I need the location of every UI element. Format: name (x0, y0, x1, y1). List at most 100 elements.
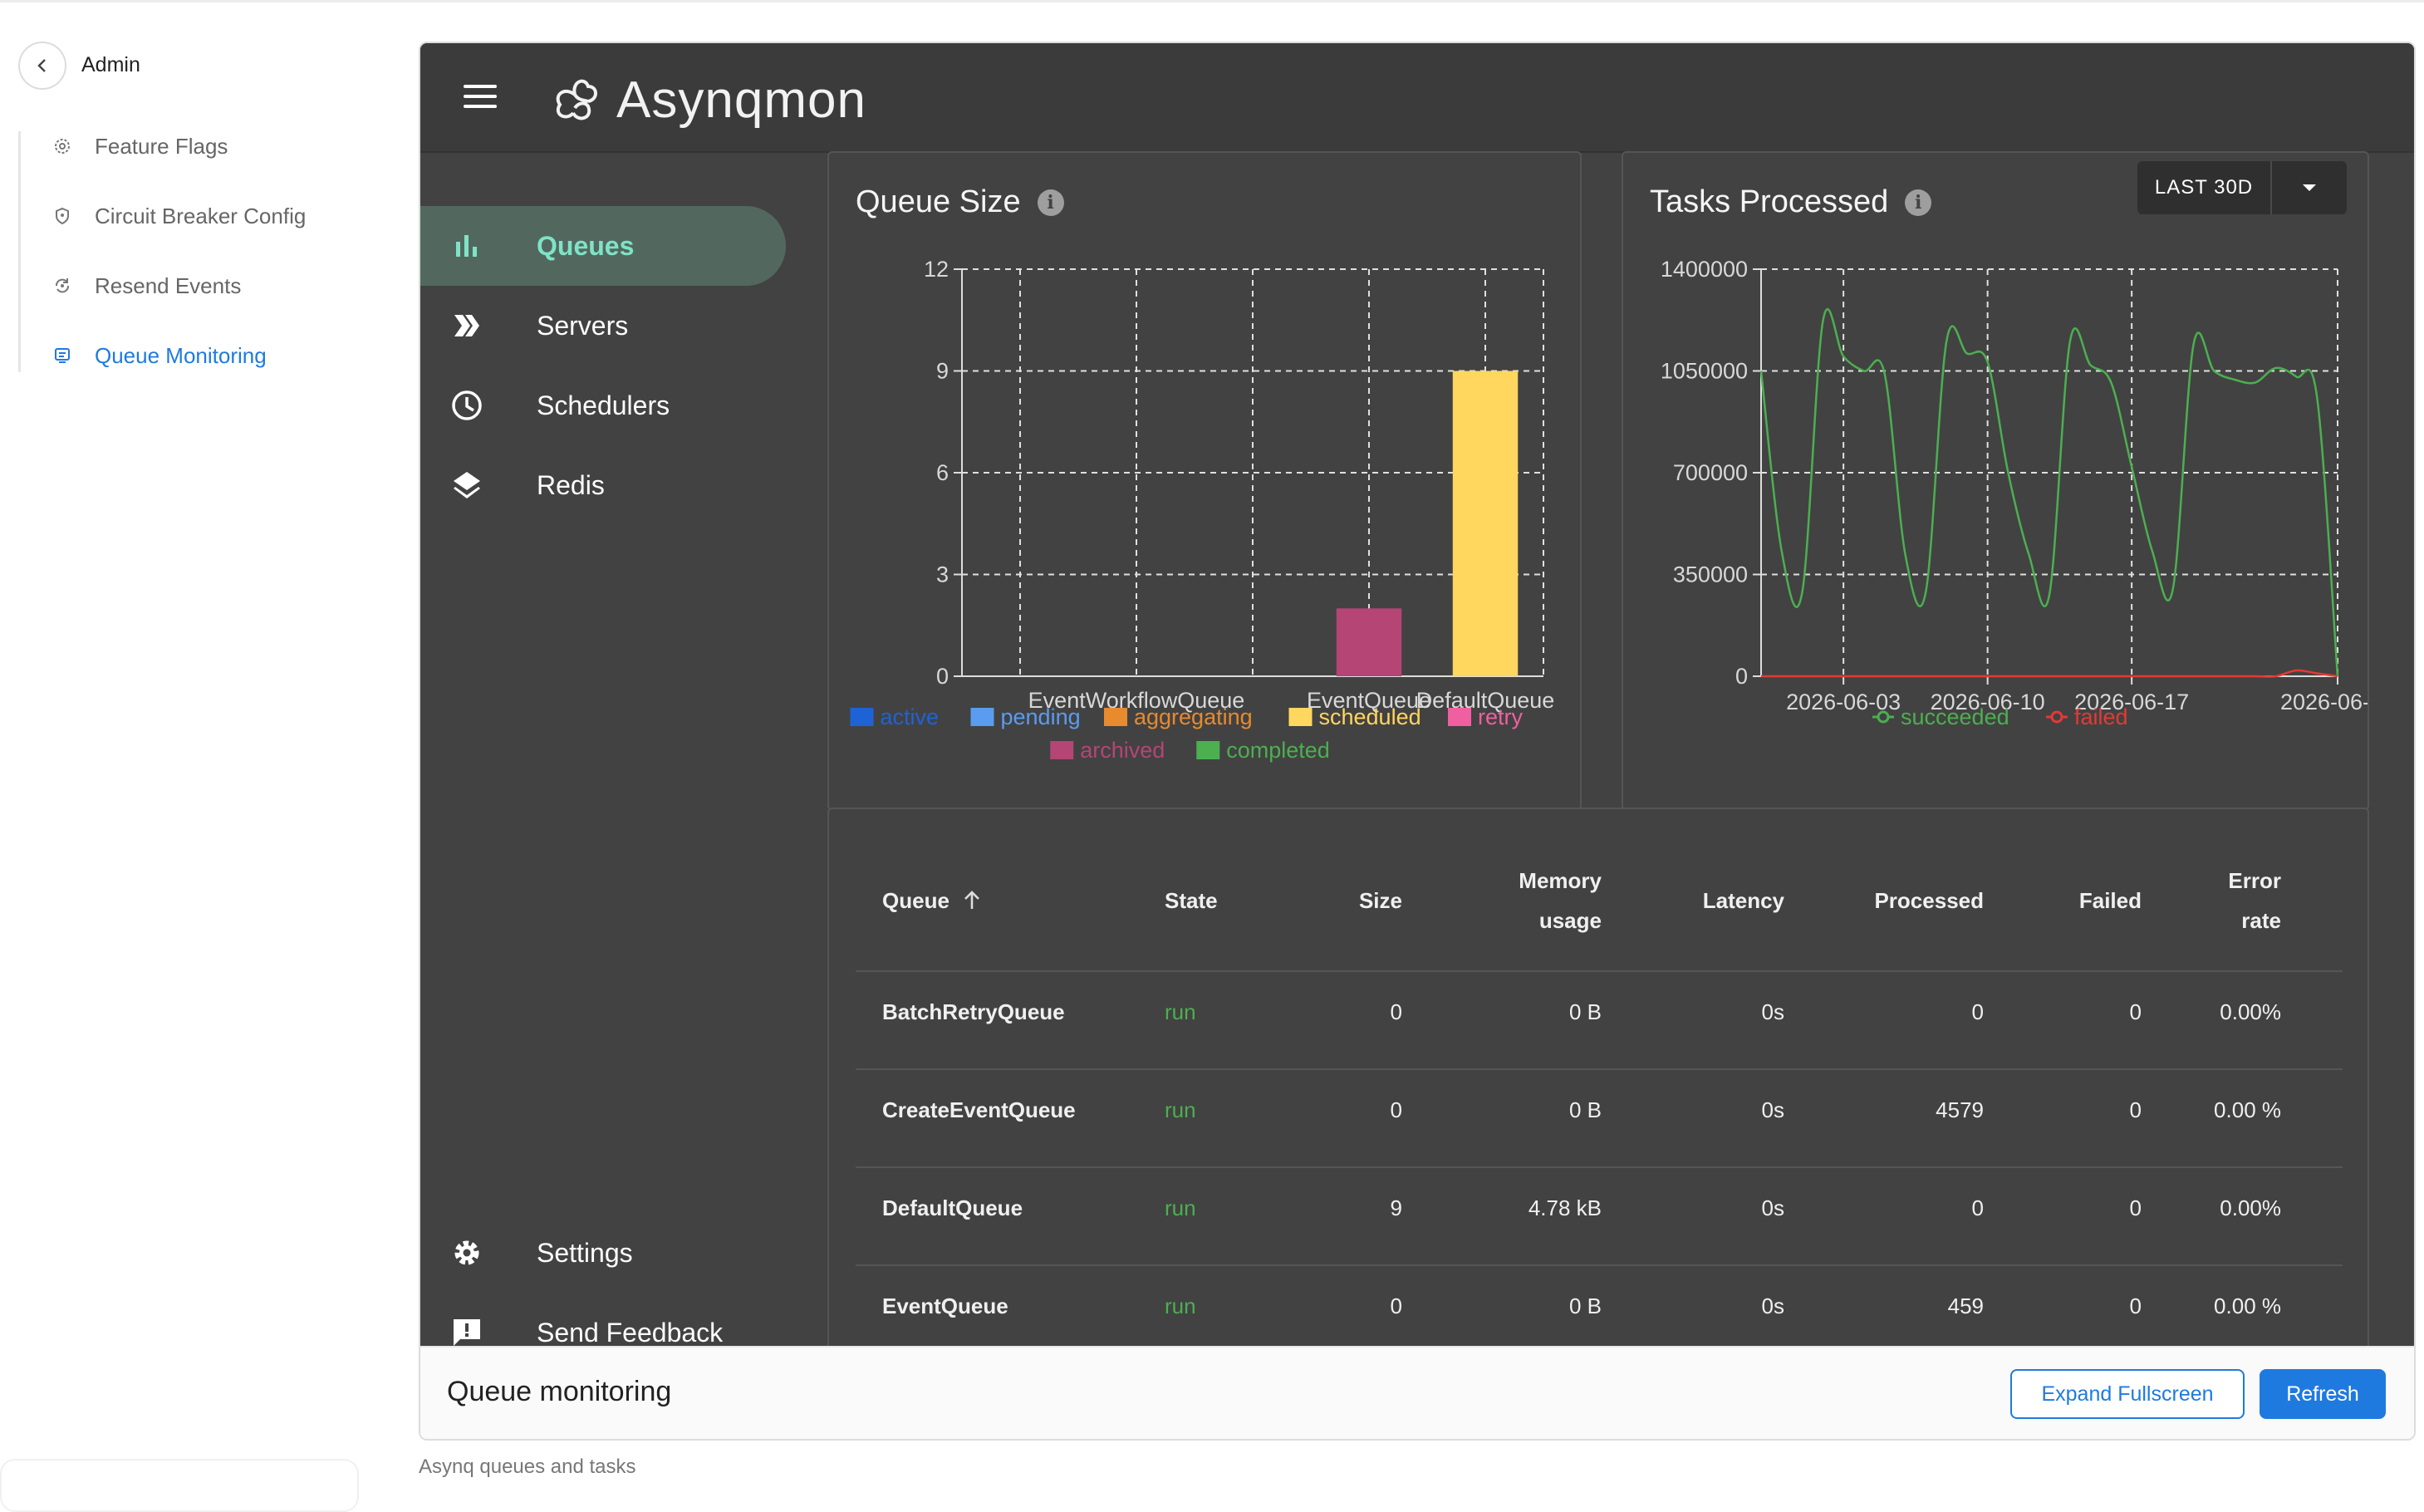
cell-queue-name[interactable]: EventQueue (882, 1294, 1008, 1318)
cell-memory: 0 B (1568, 1097, 1602, 1122)
shield-icon (50, 204, 75, 228)
nav-label: Settings (537, 1237, 633, 1268)
gear-icon (50, 134, 75, 159)
admin-item-queue-monitoring[interactable]: Queue Monitoring (50, 331, 267, 380)
column-header-label: Queue (882, 888, 949, 913)
nav-item-redis[interactable]: Redis (420, 445, 786, 525)
column-header-latency[interactable]: Latency (1702, 888, 1784, 913)
y-tick-label: 0 (1735, 664, 1748, 689)
refresh-icon (50, 273, 75, 298)
bar-archived (1336, 608, 1402, 676)
cell-queue-name[interactable]: CreateEventQueue (882, 1097, 1076, 1122)
button-divider (2270, 161, 2272, 214)
time-range-label: LAST 30D (2154, 176, 2254, 199)
column-header-queue[interactable]: Queue (882, 881, 984, 920)
nav-label: Schedulers (537, 390, 670, 420)
legend-label: retry (1478, 704, 1524, 729)
top-divider (0, 0, 2424, 2)
info-icon[interactable]: i (1037, 189, 1064, 216)
admin-item-feature-flags[interactable]: Feature Flags (50, 121, 228, 171)
legend-label: succeeded (1901, 704, 2009, 729)
nav-item-servers[interactable]: Servers (420, 286, 786, 366)
x-tick-label: EventQueue (1307, 688, 1431, 713)
cell-size: 0 (1390, 999, 1402, 1024)
cell-processed: 0 (1971, 999, 1984, 1024)
cell-error-rate: 0.00% (2220, 1195, 2281, 1220)
legend-swatch (1448, 708, 1471, 726)
admin-item-resend-events[interactable]: Resend Events (50, 261, 241, 311)
bar-chart-icon (449, 228, 485, 264)
tasks-processed-title-text: Tasks Processed (1650, 184, 1889, 219)
app-logo: Asynqmon (545, 68, 866, 131)
nav-item-settings[interactable]: Settings (420, 1213, 786, 1293)
queue-size-chart: 0 3 6 9 12 EventWorkflowQueue EventQueueDefaul… (850, 257, 1554, 763)
nav-item-send-feedback[interactable]: Send Feedback (420, 1293, 786, 1346)
cell-latency: 0s (1761, 1195, 1784, 1220)
admin-title: Admin (81, 53, 140, 76)
menu-icon[interactable] (464, 85, 497, 110)
time-range-selector[interactable]: LAST 30D (2137, 161, 2347, 214)
column-header-state[interactable]: State (1165, 888, 1218, 913)
double-chevron-icon (449, 307, 485, 344)
asynqmon-logo-icon (556, 79, 597, 120)
app-name: Asynqmon (616, 71, 866, 129)
admin-item-circuit-breaker-config[interactable]: Circuit Breaker Config (50, 191, 306, 241)
y-tick-label: 3 (936, 562, 949, 587)
column-header-memory-usage[interactable]: Memory usage (1469, 861, 1602, 940)
legend-swatch (1196, 741, 1220, 759)
row-divider (856, 1166, 2343, 1168)
column-header-line: Memory (1519, 868, 1602, 893)
column-header-failed[interactable]: Failed (2078, 888, 2142, 913)
refresh-button[interactable]: Refresh (2260, 1369, 2386, 1419)
back-button[interactable] (18, 42, 66, 90)
nav-label: Queues (537, 230, 635, 261)
x-tick-label: 2026-06-03 (1786, 690, 1901, 714)
queues-table: Queue State Size Memory usage Latency Pr… (827, 808, 2369, 1346)
caret-down-icon[interactable] (2272, 161, 2347, 214)
y-tick-label: 350000 (1673, 562, 1748, 587)
feedback-icon (449, 1314, 485, 1346)
monitor-icon (50, 343, 75, 368)
nav-item-schedulers[interactable]: Schedulers (420, 366, 786, 445)
column-header-processed[interactable]: Processed (1874, 888, 1984, 913)
expand-fullscreen-button[interactable]: Expand Fullscreen (2010, 1369, 2245, 1419)
legend-marker (1877, 710, 1890, 724)
series-line-succeeded (1759, 307, 2339, 677)
chevron-left-icon (37, 59, 46, 72)
cell-size: 0 (1390, 1294, 1402, 1318)
arrow-up-icon (964, 891, 980, 909)
cell-queue-name[interactable]: DefaultQueue (882, 1195, 1023, 1220)
clock-icon (449, 387, 485, 424)
cell-queue-name[interactable]: BatchRetryQueue (882, 999, 1065, 1024)
queue-size-title: Queue Size i (856, 184, 1064, 220)
settings-gear-icon (449, 1235, 485, 1271)
column-header-line: Error (2228, 868, 2281, 893)
column-header-size[interactable]: Size (1358, 888, 1402, 913)
legend-label: aggregating (1134, 704, 1253, 729)
column-header-error-rate[interactable]: Error rate (2175, 861, 2281, 940)
y-tick-label: 700000 (1673, 460, 1748, 485)
nav-item-queues[interactable]: Queues (420, 206, 786, 286)
y-tick-label: 6 (936, 460, 949, 485)
column-header-line: rate (2241, 908, 2281, 933)
cell-state: run (1165, 1097, 1196, 1122)
legend-marker (2050, 710, 2063, 724)
x-tick-label: 2026-06-10 (1931, 690, 2045, 714)
cell-memory: 4.78 kB (1528, 1195, 1602, 1220)
widget-caption: Asynq queues and tasks (419, 1456, 636, 1478)
admin-item-label: Queue Monitoring (95, 342, 267, 368)
x-tick-label: 2026-06-17 (2074, 690, 2189, 714)
y-tick-label: 9 (936, 359, 949, 384)
legend-swatch (850, 708, 874, 726)
legend-label: pending (1001, 704, 1081, 729)
admin-item-label: Resend Events (95, 272, 242, 298)
admin-bottom-card (0, 1459, 359, 1512)
legend-swatch (1288, 708, 1313, 726)
series-line-failed (1761, 669, 2338, 678)
x-tick-label: EventWorkflowQueue (1028, 688, 1245, 713)
y-tick-label: 12 (924, 257, 949, 282)
tasks-processed-card: Tasks Processed i 0 350000 700000 1050000 14… (1622, 151, 2369, 811)
cell-failed: 0 (2129, 1097, 2142, 1122)
nav-label: Servers (537, 310, 629, 341)
info-icon[interactable]: i (1905, 189, 1932, 216)
